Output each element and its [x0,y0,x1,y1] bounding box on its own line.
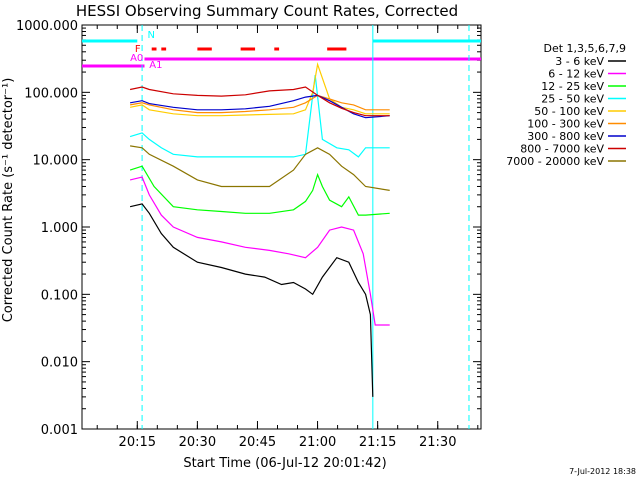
y-tick-label: 10.000 [33,154,79,169]
series-line [129,203,374,397]
y-axis-title: Corrected Count Rate (s⁻¹ detector⁻¹) [1,78,16,323]
x-tick-label: 20:15 [119,435,156,450]
series-line [129,94,390,114]
series-line [129,62,390,117]
footer-timestamp: 7-Jul-2012 18:38 [569,467,636,476]
y-tick-label: 0.010 [41,356,78,371]
x-tick-label: 20:45 [239,435,276,450]
flag-annotation: A0 [130,53,143,64]
y-tick-label: 0.100 [41,288,78,303]
legend-label: 50 - 100 keV [534,105,604,118]
series-line [129,165,390,216]
legend-label: 3 - 6 keV [555,55,604,68]
x-axis-title: Start Time (06-Jul-12 20:01:42) [183,456,386,471]
legend-label: 25 - 50 keV [541,93,604,106]
legend-label: 300 - 800 keV [527,130,604,143]
legend-label: 6 - 12 keV [548,68,604,81]
y-tick-label: 100.000 [24,86,78,101]
series-group [129,62,390,397]
legend-label: 800 - 7000 keV [520,143,604,156]
chart-title: HESSI Observing Summary Count Rates, Cor… [76,2,458,20]
flag-annotation: A1 [149,60,162,71]
flag-annotation: N [147,30,154,41]
x-tick-label: 21:30 [419,435,456,450]
series-line [129,176,390,326]
series-line [129,75,390,158]
y-tick-label: 0.001 [41,423,78,438]
y-tick-label: 1.000 [41,221,78,236]
flag-annotation: F [135,44,141,55]
legend-label: 100 - 300 keV [527,118,604,131]
x-tick-label: 21:15 [359,435,396,450]
legend-label: 7000 - 20000 keV [506,155,604,168]
y-axis: 1000.000 100.000 10.000 1.000 0.100 0.010 0.00… [16,19,481,438]
series-line [129,86,390,117]
x-tick-label: 20:30 [179,435,216,450]
x-tick-label: 21:00 [299,435,336,450]
flag-bars [82,25,481,429]
legend-title: Det 1,3,5,6,7,9 [543,42,626,55]
x-axis: 20:15 20:30 20:45 21:00 21:15 21:30 [96,25,479,450]
legend-label: 12 - 25 keV [541,80,604,93]
y-tick-label: 1000.000 [16,19,78,34]
series-line [130,145,390,191]
